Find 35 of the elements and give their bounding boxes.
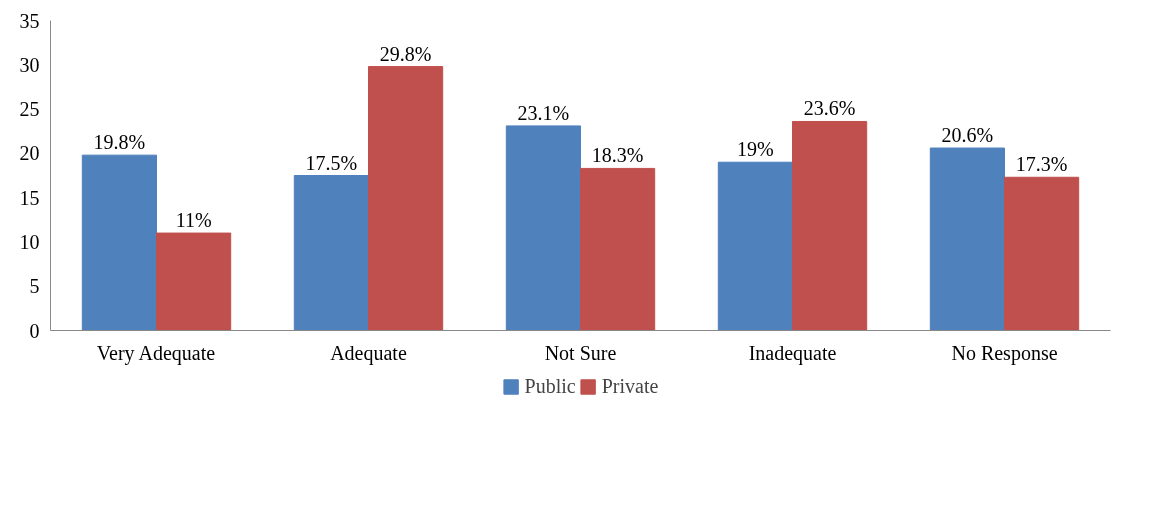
bar: [156, 232, 232, 331]
data-label: 23.1%: [517, 101, 570, 124]
bar: [81, 154, 157, 331]
data-label: 23.6%: [803, 97, 856, 120]
bar: [717, 161, 793, 331]
x-tick-label: Very Adequate: [96, 341, 216, 365]
y-tick-label: 25: [19, 98, 40, 121]
data-label: 17.5%: [305, 151, 358, 174]
bar: [293, 175, 369, 331]
x-tick-label: Inadequate: [748, 341, 837, 365]
x-tick-label: Adequate: [330, 341, 407, 365]
data-label: 29.8%: [379, 42, 432, 65]
data-label: 20.6%: [941, 124, 994, 147]
y-tick-label: 35: [19, 9, 40, 32]
data-label: 19%: [737, 138, 774, 161]
data-label: 11%: [175, 209, 212, 232]
y-tick-label: 20: [19, 142, 40, 165]
x-tick-label: No Response: [951, 341, 1058, 365]
y-tick-label: 5: [29, 275, 40, 298]
bar: [929, 147, 1005, 331]
y-tick-label: 15: [19, 186, 40, 209]
bar: [368, 66, 444, 331]
data-label: 18.3%: [591, 144, 644, 167]
y-tick-label: 0: [29, 319, 40, 342]
legend-label: Public: [524, 374, 576, 398]
x-tick-label: Not Sure: [544, 341, 617, 364]
y-tick-label: 10: [19, 230, 40, 253]
bar: [505, 125, 581, 331]
data-label: 19.8%: [93, 131, 146, 154]
bar: [1004, 176, 1080, 331]
data-label: 17.3%: [1015, 153, 1068, 176]
y-tick-label: 30: [19, 53, 40, 76]
bar: [580, 167, 656, 331]
bar: [792, 120, 868, 331]
legend-label: Private: [601, 374, 659, 398]
